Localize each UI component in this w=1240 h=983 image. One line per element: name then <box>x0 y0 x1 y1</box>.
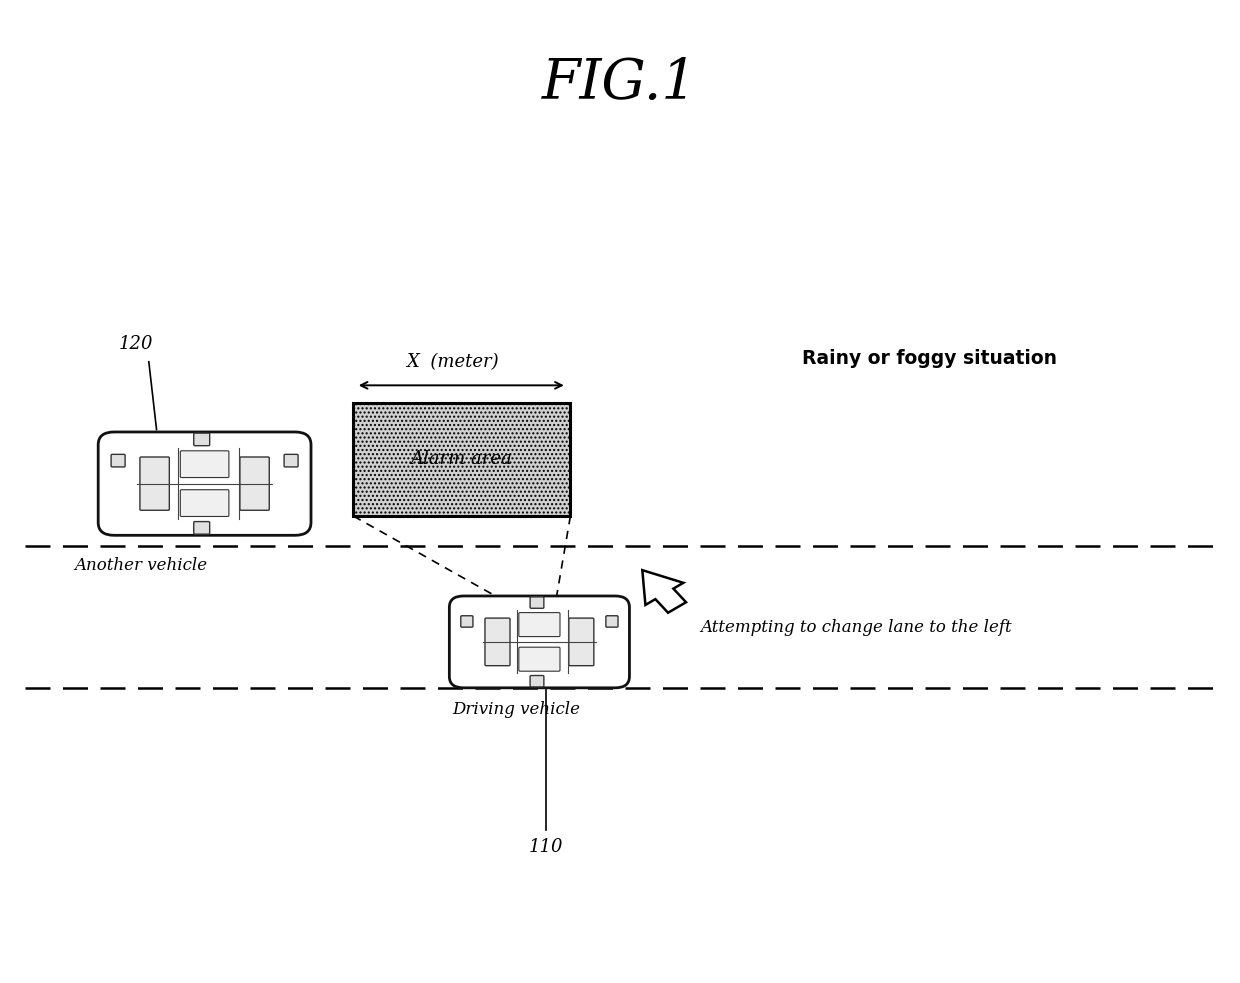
FancyBboxPatch shape <box>531 675 544 687</box>
FancyBboxPatch shape <box>109 439 300 528</box>
Text: Alarm area: Alarm area <box>410 450 512 468</box>
FancyBboxPatch shape <box>531 597 544 608</box>
FancyBboxPatch shape <box>180 451 229 478</box>
Text: X  (meter): X (meter) <box>407 354 498 372</box>
FancyBboxPatch shape <box>518 647 560 671</box>
FancyBboxPatch shape <box>98 432 311 536</box>
Text: FIG.1: FIG.1 <box>542 56 698 111</box>
Bar <box>353 403 570 516</box>
FancyBboxPatch shape <box>193 434 210 445</box>
FancyBboxPatch shape <box>569 618 594 665</box>
FancyBboxPatch shape <box>180 490 229 516</box>
Text: Rainy or foggy situation: Rainy or foggy situation <box>802 349 1058 369</box>
Text: Attempting to change lane to the left: Attempting to change lane to the left <box>701 618 1012 636</box>
Text: 110: 110 <box>528 838 563 856</box>
FancyBboxPatch shape <box>140 457 170 510</box>
Text: Another vehicle: Another vehicle <box>74 556 207 574</box>
FancyBboxPatch shape <box>485 618 510 665</box>
FancyBboxPatch shape <box>518 612 560 637</box>
Text: 120: 120 <box>119 335 154 353</box>
FancyBboxPatch shape <box>449 596 630 688</box>
FancyBboxPatch shape <box>459 603 620 681</box>
Text: Driving vehicle: Driving vehicle <box>453 701 580 719</box>
FancyBboxPatch shape <box>284 454 298 467</box>
FancyArrow shape <box>642 570 686 612</box>
FancyBboxPatch shape <box>239 457 269 510</box>
FancyBboxPatch shape <box>193 522 210 534</box>
FancyBboxPatch shape <box>606 615 618 627</box>
FancyBboxPatch shape <box>112 454 125 467</box>
FancyBboxPatch shape <box>461 615 472 627</box>
